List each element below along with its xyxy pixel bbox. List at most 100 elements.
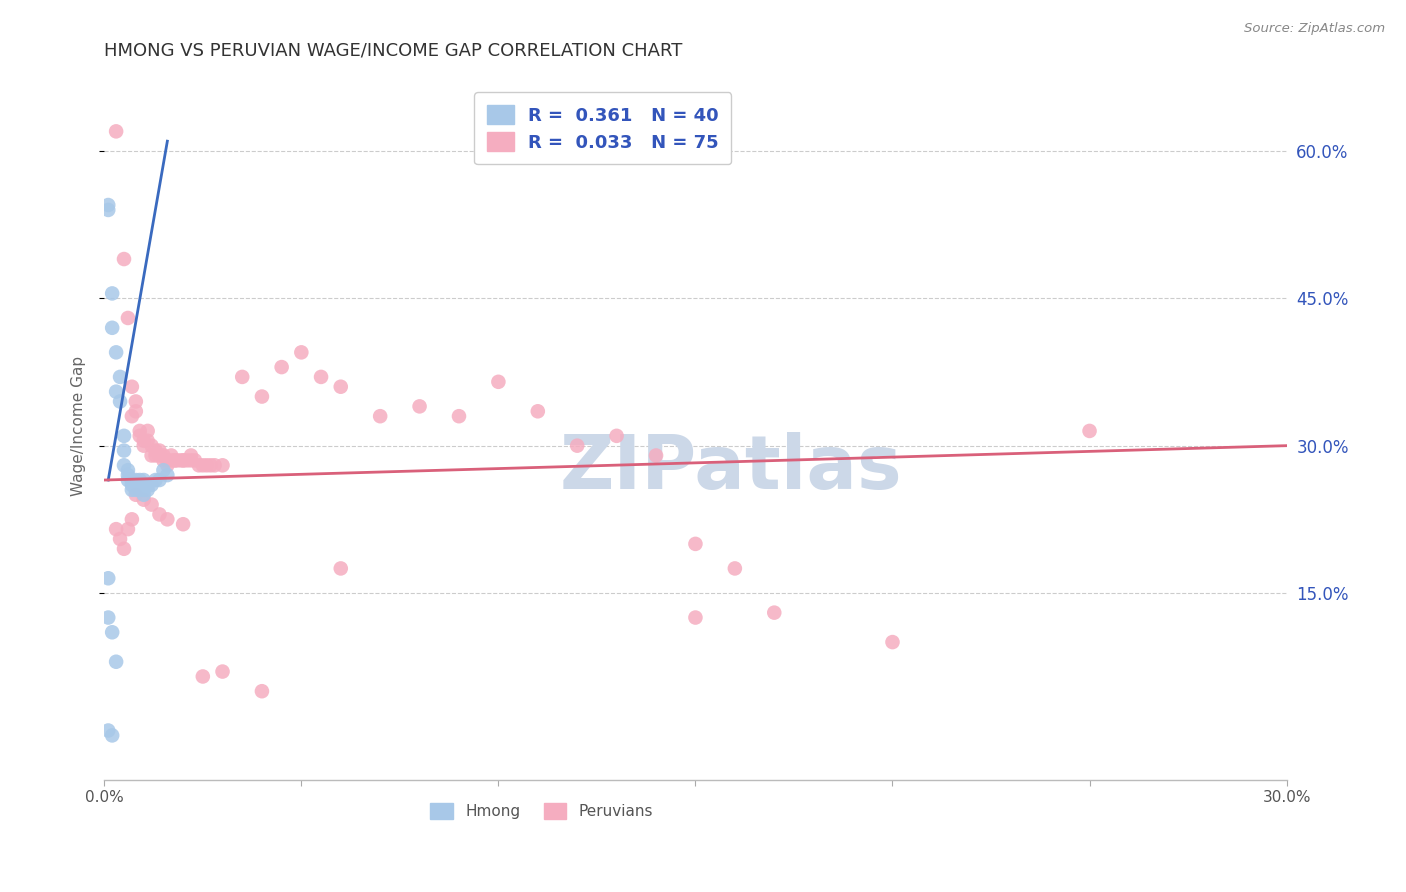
Point (148, 508, 170, 522)
Point (152, 463, 174, 477)
Point (101, 320, 124, 334)
Point (132, 473, 155, 487)
Text: Source: ZipAtlas.com: Source: ZipAtlas.com (1244, 22, 1385, 36)
Point (108, 394, 131, 409)
Point (97, 198, 120, 212)
Point (136, 434, 159, 448)
Point (128, 478, 150, 492)
Point (145, 473, 167, 487)
Point (1078, 424, 1101, 438)
Point (724, 561, 747, 575)
Point (309, 370, 332, 384)
Point (121, 409, 143, 424)
Point (645, 449, 668, 463)
Point (101, 728, 124, 742)
Point (486, 375, 509, 389)
Point (250, 684, 273, 698)
Point (132, 434, 155, 448)
Point (165, 453, 187, 467)
Point (184, 453, 207, 467)
Point (121, 512, 143, 526)
Text: HMONG VS PERUVIAN WAGE/INCOME GAP CORRELATION CHART: HMONG VS PERUVIAN WAGE/INCOME GAP CORREL… (104, 42, 683, 60)
Point (882, 635, 904, 649)
Point (112, 458, 135, 473)
Point (132, 478, 155, 492)
Point (141, 478, 163, 492)
Point (156, 468, 179, 483)
Point (112, 443, 135, 458)
Point (290, 345, 312, 359)
Point (125, 478, 148, 492)
Point (187, 458, 209, 473)
Point (250, 390, 273, 404)
Point (117, 468, 139, 483)
Point (112, 429, 135, 443)
Point (105, 522, 128, 536)
Point (132, 483, 155, 497)
Point (125, 483, 148, 497)
Point (132, 439, 155, 453)
Point (97, 723, 120, 738)
Point (447, 409, 470, 424)
Point (685, 610, 707, 624)
Point (167, 453, 190, 467)
Point (117, 473, 139, 487)
Point (108, 532, 131, 546)
Point (125, 488, 148, 502)
Point (191, 458, 214, 473)
Point (136, 478, 159, 492)
Point (141, 498, 163, 512)
Point (128, 483, 150, 497)
Point (172, 453, 194, 467)
Point (160, 449, 183, 463)
Point (141, 439, 163, 453)
Point (408, 400, 430, 414)
Point (101, 625, 124, 640)
Point (567, 439, 589, 453)
Point (121, 473, 143, 487)
Text: ZIPatlas: ZIPatlas (560, 432, 903, 505)
Point (105, 384, 128, 399)
Point (368, 409, 391, 424)
Point (685, 537, 707, 551)
Point (128, 429, 150, 443)
Point (172, 517, 194, 532)
Point (117, 310, 139, 325)
Point (97, 571, 120, 585)
Point (125, 404, 148, 418)
Point (191, 669, 214, 683)
Point (97, 610, 120, 624)
Point (145, 443, 167, 458)
Point (121, 478, 143, 492)
Point (148, 449, 170, 463)
Point (176, 453, 198, 467)
Point (121, 380, 143, 394)
Point (117, 463, 139, 477)
Point (195, 458, 218, 473)
Point (180, 453, 202, 467)
Point (141, 449, 163, 463)
Point (172, 453, 194, 467)
Point (527, 404, 550, 418)
Point (211, 458, 233, 473)
Point (128, 424, 150, 438)
Point (112, 541, 135, 556)
Point (270, 360, 292, 375)
Point (211, 665, 233, 679)
Point (145, 449, 167, 463)
Point (180, 449, 202, 463)
Legend: Hmong, Peruvians: Hmong, Peruvians (425, 797, 659, 825)
Point (763, 606, 786, 620)
Point (128, 473, 150, 487)
Point (101, 286, 124, 301)
Y-axis label: Wage/Income Gap: Wage/Income Gap (72, 356, 86, 496)
Point (121, 483, 143, 497)
Point (329, 561, 352, 575)
Point (165, 453, 187, 467)
Point (132, 492, 155, 507)
Point (329, 380, 352, 394)
Point (136, 483, 159, 497)
Point (105, 124, 128, 138)
Point (204, 458, 226, 473)
Point (606, 429, 628, 443)
